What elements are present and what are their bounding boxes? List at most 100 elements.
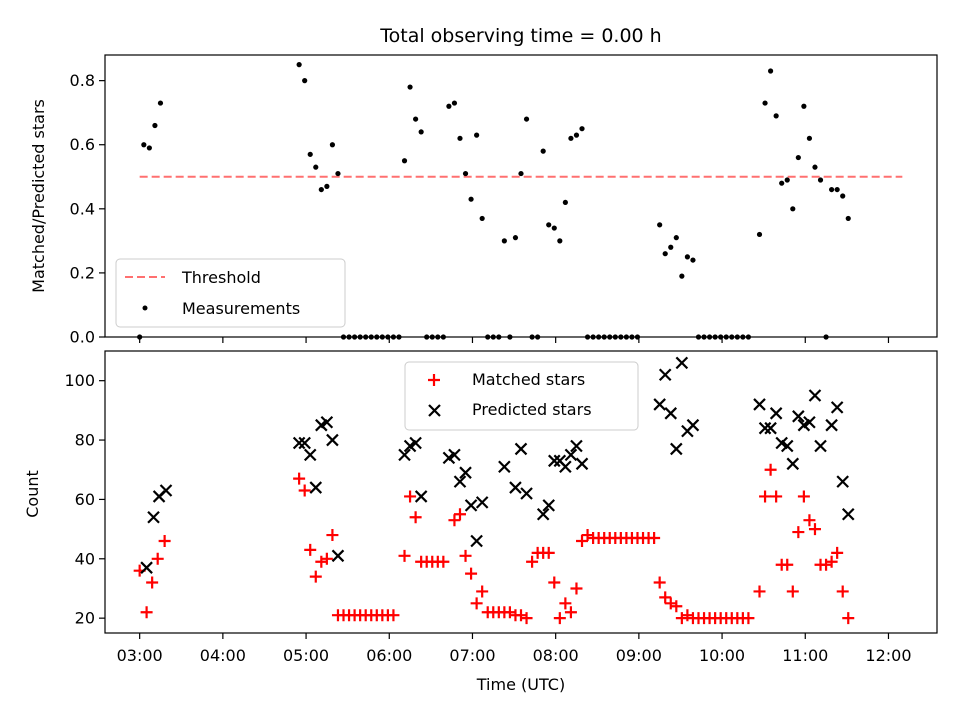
measurement-point (152, 122, 158, 129)
matched-star-point (570, 582, 583, 595)
predicted-star-point (570, 439, 583, 453)
predicted-legend-label: Predicted stars (472, 400, 592, 419)
bottom-legend: Matched stars Predicted stars (404, 361, 639, 431)
x-tick-label: 07:00 (449, 646, 495, 665)
measurement-point (413, 116, 419, 122)
matched-star-point (459, 549, 472, 562)
matched-star-point (465, 567, 478, 580)
measurement-point (812, 164, 818, 170)
measurement-point (562, 199, 568, 206)
bottom-plot-frame (104, 350, 938, 634)
measurement-point (829, 186, 835, 193)
matched-star-point (326, 529, 339, 542)
predicted-star-point (753, 398, 766, 411)
measurement-point (451, 100, 458, 106)
measurement-point (468, 196, 474, 202)
measurement-point (684, 254, 691, 260)
chart-title: Total observing time = 0.00 h (379, 25, 661, 47)
y-tick-label: 40 (75, 549, 95, 568)
x-tick-label: 06:00 (366, 646, 412, 665)
x-tick-label: 12:00 (865, 646, 911, 665)
predicted-star-point (808, 389, 822, 402)
matched-legend-label: Matched stars (472, 370, 585, 389)
measurement-point (762, 100, 768, 106)
predicted-star-point (670, 442, 683, 456)
measurement-point (418, 129, 424, 135)
measurement-point (551, 225, 557, 231)
matched-star-point (659, 591, 672, 604)
predicted-star-point (780, 439, 794, 453)
measurement-point (324, 183, 330, 189)
measurement-point (568, 135, 574, 141)
x-tick-label: 05:00 (283, 646, 329, 665)
measurement-point (779, 180, 785, 186)
matched-star-point (387, 609, 400, 622)
count-panel: Count 20 40 60 80 100 03:00 04:00 05:00 06:00 07… (23, 350, 938, 694)
measurement-point (474, 132, 480, 138)
top-y-axis-label: Matched/Predicted stars (29, 99, 48, 293)
matched-star-point (453, 508, 466, 521)
predicted-star-point (509, 481, 522, 494)
predicted-star-point (520, 487, 533, 500)
matched-star-point (559, 597, 572, 610)
matched-star-point (742, 612, 755, 625)
matched-star-point (476, 585, 489, 598)
measurement-point (557, 238, 563, 244)
matched-star-point (293, 472, 306, 485)
predicted-star-point (159, 484, 173, 497)
predicted-star-point (331, 549, 345, 563)
measurement-point (446, 103, 452, 109)
matched-star-point (831, 546, 844, 559)
measurement-point (501, 238, 507, 244)
predicted-star-point (398, 448, 411, 462)
matched-star-point (825, 555, 838, 568)
measurement-point (801, 103, 807, 109)
predicted-star-point (470, 534, 483, 548)
predicted-stars-points (140, 356, 855, 574)
matched-star-point (808, 523, 821, 536)
measurement-point (795, 154, 801, 161)
predicted-star-point (658, 368, 672, 382)
top-legend: Threshold Measurements (115, 258, 346, 328)
matched-star-point (836, 585, 849, 598)
matched-star-point (670, 600, 683, 613)
measurement-point (146, 145, 152, 151)
predicted-star-point (653, 398, 666, 411)
predicted-star-point (448, 448, 461, 462)
matched-star-point (548, 576, 561, 589)
y-tick-label: 100 (64, 371, 95, 390)
predicted-star-point (559, 460, 572, 474)
matched-star-point (842, 612, 855, 625)
predicted-star-point (675, 356, 689, 370)
bottom-y-axis-label: Count (23, 470, 42, 518)
predicted-star-point (409, 436, 422, 450)
y-tick-label: 80 (75, 431, 95, 450)
matched-star-point (786, 585, 799, 598)
measurement-point (784, 177, 790, 183)
matched-star-point (576, 534, 589, 547)
matched-star-point (792, 526, 805, 539)
matched-star-point (158, 534, 171, 547)
matched-star-point (764, 463, 777, 476)
measurement-point (657, 222, 663, 228)
matched-star-point (653, 576, 666, 589)
predicted-star-point (326, 433, 339, 447)
y-tick-label: 0.8 (70, 71, 95, 90)
matched-star-point (448, 514, 461, 527)
matched-star-point (140, 606, 153, 619)
matched-legend-swatch (428, 374, 440, 386)
predicted-star-point (841, 507, 855, 521)
measurement-point (407, 84, 413, 90)
predicted-star-point (686, 418, 700, 432)
predicted-star-point (320, 415, 334, 429)
top-legend-box (115, 258, 346, 328)
predicted-star-point (303, 448, 317, 462)
measurement-point (329, 142, 336, 148)
predicted-star-point (309, 481, 323, 494)
predicted-star-point (548, 454, 561, 468)
predicted-star-point (464, 499, 478, 512)
predicted-star-point (536, 507, 550, 521)
predicted-star-point (140, 561, 153, 574)
matched-star-point (437, 555, 450, 568)
